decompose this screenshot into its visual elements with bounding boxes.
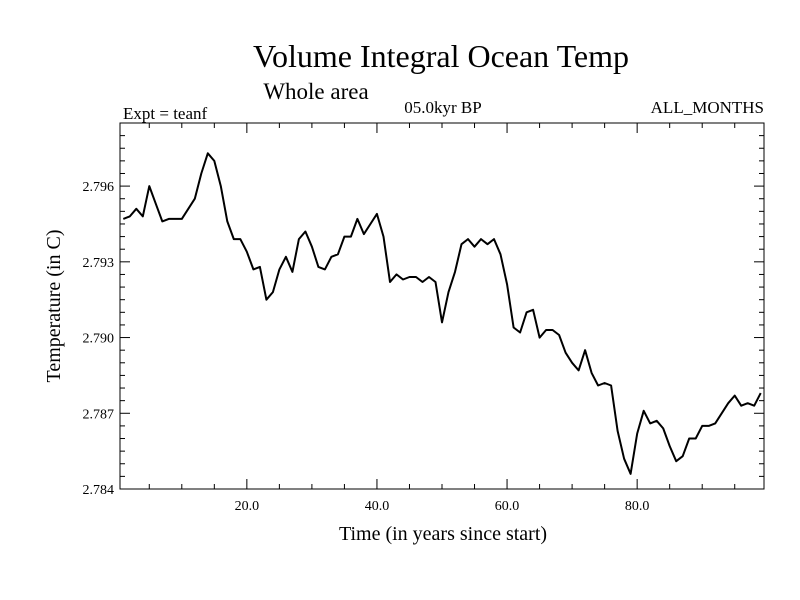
axis-ticks bbox=[120, 122, 764, 490]
x-axis-label: Time (in years since start) bbox=[339, 523, 547, 545]
x-tick-label: 60.0 bbox=[495, 499, 520, 514]
chart-subtitle: Whole area bbox=[263, 79, 368, 104]
experiment-label: Expt = teanf bbox=[123, 104, 208, 123]
y-tick-label: 2.793 bbox=[83, 256, 115, 271]
y-tick-label: 2.790 bbox=[83, 332, 115, 347]
y-tick-labels: 2.784 2.787 2.790 2.793 2.796 bbox=[83, 180, 115, 498]
months-label: ALL_MONTHS bbox=[651, 98, 764, 117]
series-line bbox=[122, 152, 762, 475]
y-tick-label: 2.787 bbox=[83, 407, 115, 422]
chart-title: Volume Integral Ocean Temp bbox=[253, 38, 629, 74]
x-tick-label: 80.0 bbox=[625, 499, 650, 514]
x-tick-label: 20.0 bbox=[235, 499, 260, 514]
plot-frame bbox=[119, 122, 765, 490]
y-tick-label: 2.796 bbox=[83, 180, 115, 195]
y-axis-label: Temperature (in C) bbox=[43, 230, 65, 383]
x-tick-label: 40.0 bbox=[365, 499, 390, 514]
period-label: 05.0kyr BP bbox=[404, 98, 481, 117]
y-tick-label: 2.784 bbox=[83, 483, 115, 498]
x-tick-labels: 20.0 40.0 60.0 80.0 bbox=[235, 499, 650, 514]
